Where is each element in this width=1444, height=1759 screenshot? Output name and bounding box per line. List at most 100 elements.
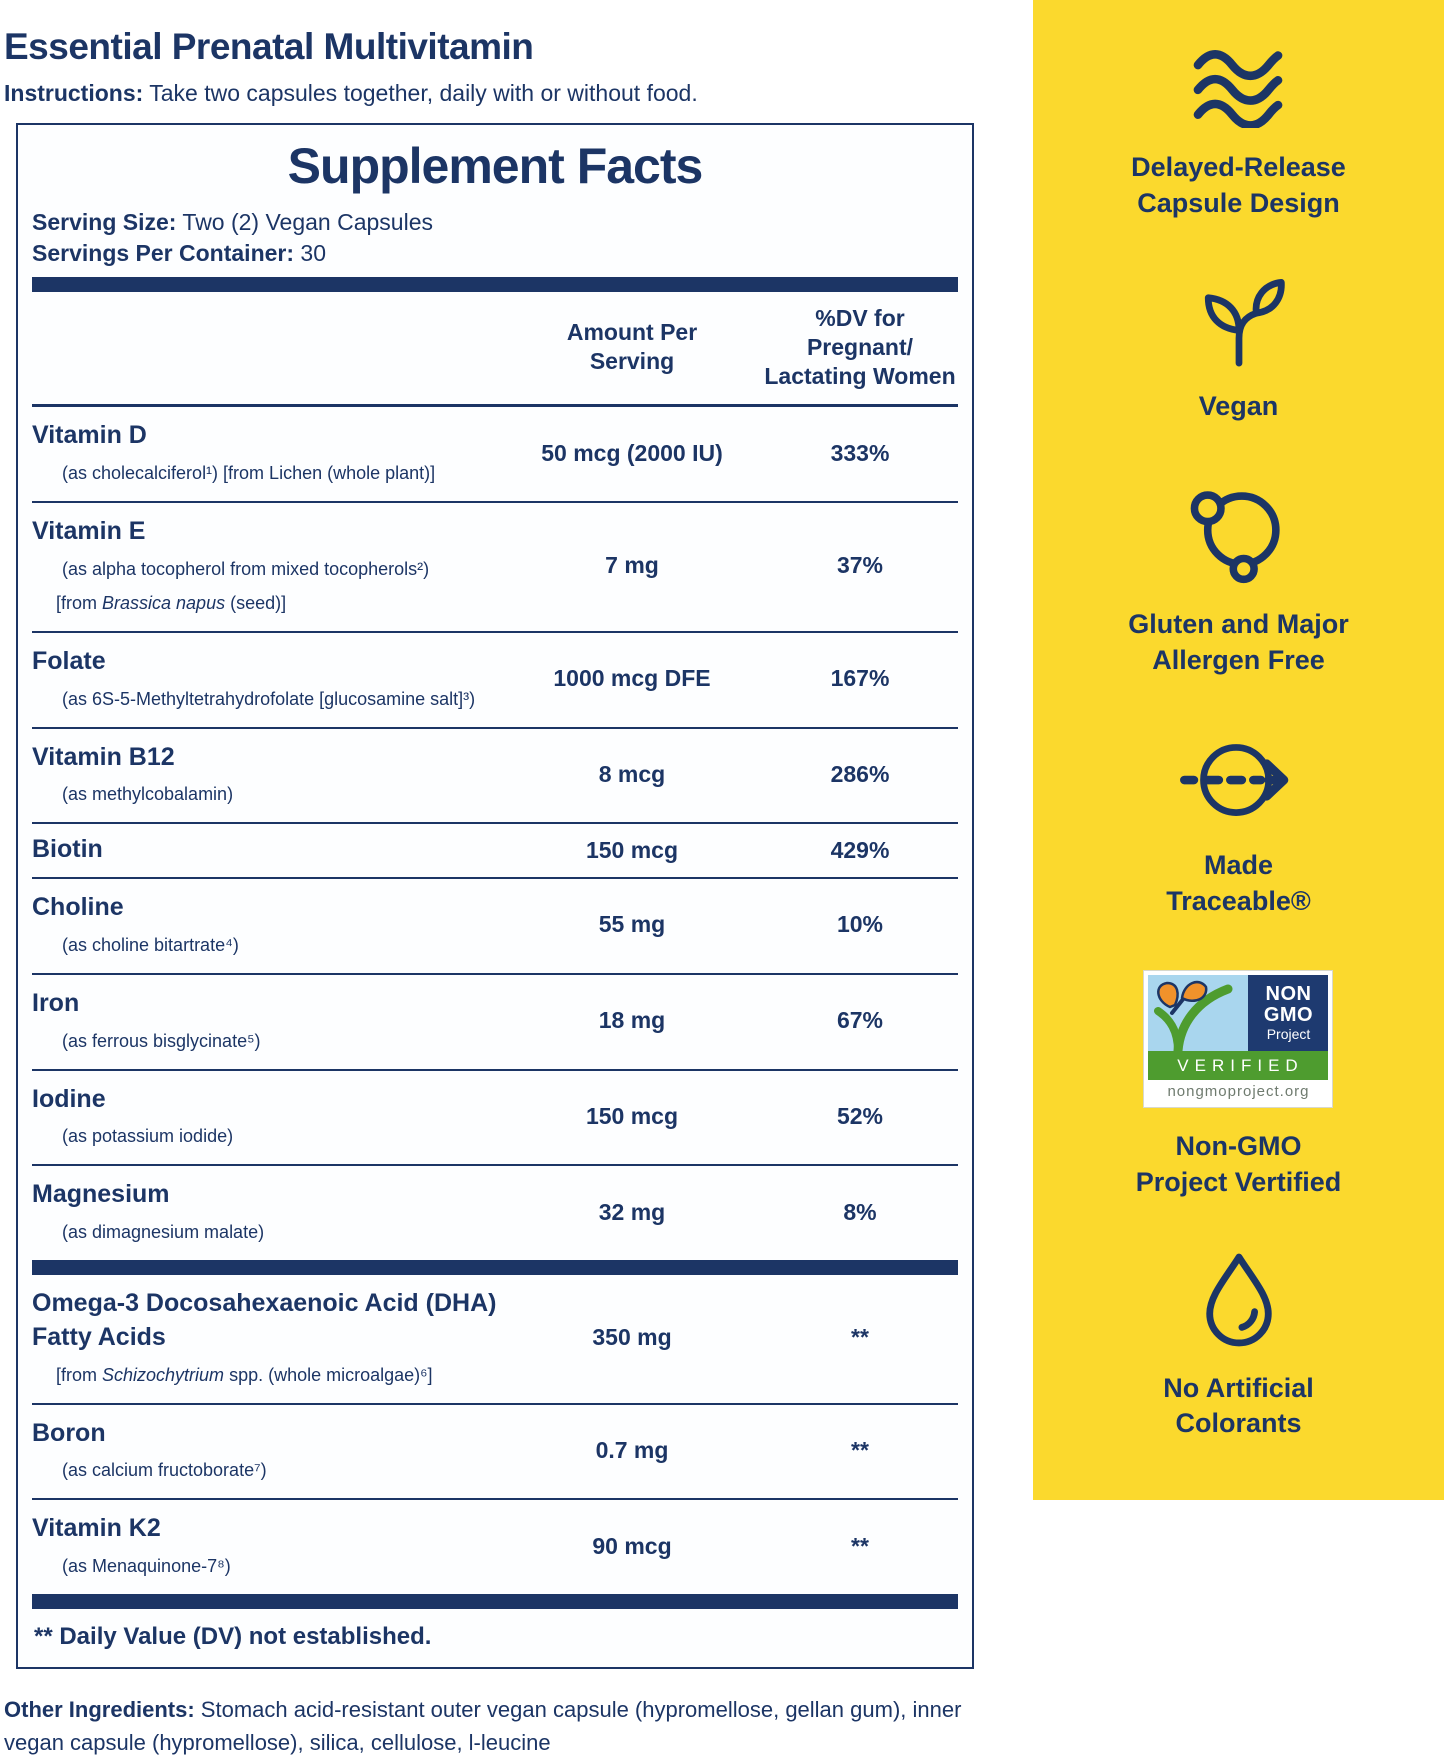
other-ingredients-label: Other Ingredients: (4, 1697, 195, 1722)
supplement-facts-panel: Supplement Facts Serving Size: Two (2) V… (16, 123, 974, 1669)
nutrient-detail: (as potassium iodide) (62, 1126, 234, 1147)
row-magnesium: Magnesium (as dimagnesium malate) 32 mg … (32, 1166, 958, 1260)
amount-value: 150 mcg (585, 1102, 679, 1129)
feature-non-gmo: NON GMO Project VERIFIED nongmoproject.o… (1135, 971, 1342, 1200)
divider (32, 726, 958, 729)
divider (32, 822, 958, 825)
feature-label: Delayed-Release Capsule Design (1131, 152, 1346, 218)
dv-value: 429% (830, 836, 890, 863)
column-header-dv: %DV for Pregnant/ Lactating Women (764, 305, 956, 389)
nutrient-name: Vitamin E (32, 517, 146, 545)
seal-project-text: Project (1266, 1025, 1311, 1042)
sprout-icon (1189, 267, 1289, 367)
dv-value: 333% (830, 439, 890, 466)
feature-made-traceable: Made Traceable® (1166, 734, 1311, 919)
waves-icon (1192, 46, 1284, 128)
nutrient-name: Biotin (32, 835, 103, 864)
servings-label: Servings Per Container: (32, 240, 295, 266)
row-boron: Boron (as calcium fructoborate⁷) 0.7 mg … (32, 1405, 958, 1499)
divider (32, 1068, 958, 1071)
amount-value: 150 mcg (585, 836, 679, 863)
nutrient-detail: (as methylcobalamin) (62, 784, 234, 805)
dv-value: ** (851, 1532, 869, 1559)
nutrient-name: Iodine (32, 1084, 106, 1113)
seal-non-text: NON (1265, 982, 1312, 1005)
divider (32, 877, 958, 879)
nutrient-name: Vitamin K2 (32, 1514, 161, 1543)
serving-size-line: Serving Size: Two (2) Vegan Capsules (32, 209, 958, 236)
other-ingredients: Other Ingredients: Stomach acid-resistan… (4, 1693, 994, 1759)
nutrient-name: Iron (32, 988, 80, 1017)
seal-verified-text: VERIFIED (1148, 1051, 1329, 1081)
divider (32, 630, 958, 633)
nutrient-name: Magnesium (32, 1180, 170, 1209)
row-choline: Choline (as choline bitartrate⁴) 55 mg 1… (32, 879, 958, 973)
servings-per-container-line: Servings Per Container: 30 (32, 240, 958, 267)
feature-vegan: Vegan (1189, 267, 1289, 425)
nutrient-detail: (as calcium fructoborate⁷) (62, 1460, 267, 1481)
page-title: Essential Prenatal Multivitamin (4, 26, 534, 67)
row-iron: Iron (as ferrous bisglycinate⁵) 18 mg 67… (32, 975, 958, 1069)
detail-species-name: Brassica napus (102, 592, 226, 613)
nutrient-name: Choline (32, 893, 124, 921)
amount-value: 0.7 mg (595, 1436, 669, 1463)
amount-value: 90 mcg (592, 1532, 672, 1559)
amount-value: 350 mg (592, 1324, 672, 1351)
divider (32, 1164, 958, 1167)
amount-value: 50 mcg (2000 IU) (541, 439, 723, 466)
feature-label: Vegan (1198, 391, 1279, 422)
droplet-icon (1198, 1251, 1280, 1349)
nutrient-detail: (as 6S-5-Methyltetrahydrofolate [glucosa… (62, 688, 476, 709)
traceable-icon (1176, 734, 1300, 826)
nongmo-seal: NON GMO Project VERIFIED nongmoproject.o… (1144, 971, 1333, 1108)
nutrient-detail: [from Schizochytrium spp. (whole microal… (32, 1362, 502, 1389)
detail-text: (seed)] (225, 592, 287, 613)
amount-value: 32 mg (598, 1198, 666, 1225)
nongmo-butterfly-icon (1148, 975, 1249, 1052)
label-panel: Essential Prenatal Multivitamin Instruct… (4, 26, 1033, 1759)
feature-label: Non-GMO Project Vertified (1135, 1131, 1342, 1197)
feature-label: Gluten and Major Allergen Free (1128, 608, 1349, 675)
servings-value: 30 (294, 240, 327, 266)
seal-gmo-text: GMO (1263, 1003, 1314, 1026)
instructions-line: Instructions: Take two capsules together… (4, 80, 1033, 107)
row-biotin: Biotin 150 mcg 429% (32, 824, 958, 877)
divider (32, 1402, 958, 1405)
dv-value: 8% (843, 1198, 877, 1225)
amount-value: 8 mcg (598, 760, 666, 787)
feature-gluten-free: Gluten and Major Allergen Free (1128, 479, 1349, 678)
facts-title: Supplement Facts (287, 138, 704, 194)
detail-species-name: Schizochytrium (102, 1364, 225, 1385)
row-vitamin-e: Vitamin E (as alpha tocopherol from mixe… (32, 503, 958, 631)
nutrient-detail: (as dimagnesium malate) (62, 1222, 265, 1242)
row-vitamin-d: Vitamin D (as cholecalciferol¹) [from Li… (32, 407, 958, 501)
row-vitamin-k2: Vitamin K2 (as Menaquinone-7⁸) 90 mcg ** (32, 1500, 958, 1594)
instructions-text: Take two capsules together, daily with o… (143, 80, 698, 106)
row-iodine: Iodine (as potassium iodide) 150 mcg 52% (32, 1071, 958, 1165)
amount-value: 55 mg (598, 911, 666, 938)
dv-value: ** (851, 1436, 869, 1463)
table-bottom-bar (32, 1594, 958, 1609)
nutrient-name: Boron (32, 1418, 106, 1447)
feature-delayed-release: Delayed-Release Capsule Design (1131, 46, 1346, 221)
serving-size-value: Two (2) Vegan Capsules (176, 209, 433, 235)
detail-text: spp. (whole microalgae)⁶] (224, 1364, 433, 1385)
nutrient-detail: (as Menaquinone-7⁸) (62, 1556, 231, 1576)
divider (32, 404, 958, 408)
table-header-row: Amount Per Serving %DV for Pregnant/ Lac… (32, 292, 958, 404)
detail-text: [from (56, 1364, 103, 1385)
nutrient-name: Vitamin B12 (32, 742, 175, 771)
column-header-amount: Amount Per Serving (566, 319, 698, 375)
nutrient-detail: (as ferrous bisglycinate⁵) (62, 1030, 261, 1051)
nutrient-detail: [from Brassica napus (seed)] (32, 590, 502, 617)
feature-label: Made Traceable® (1166, 850, 1311, 916)
nutrient-name: Folate (32, 646, 106, 675)
dv-value: 167% (830, 665, 890, 692)
serving-size-label: Serving Size: (32, 209, 177, 235)
amount-value: 7 mg (605, 552, 659, 579)
detail-text: [from (56, 592, 103, 613)
table-section-bar (32, 1260, 958, 1275)
instructions-label: Instructions: (4, 80, 144, 106)
dv-footnote: ** Daily Value (DV) not established. (34, 1623, 432, 1650)
feature-label: No Artificial Colorants (1163, 1372, 1314, 1439)
